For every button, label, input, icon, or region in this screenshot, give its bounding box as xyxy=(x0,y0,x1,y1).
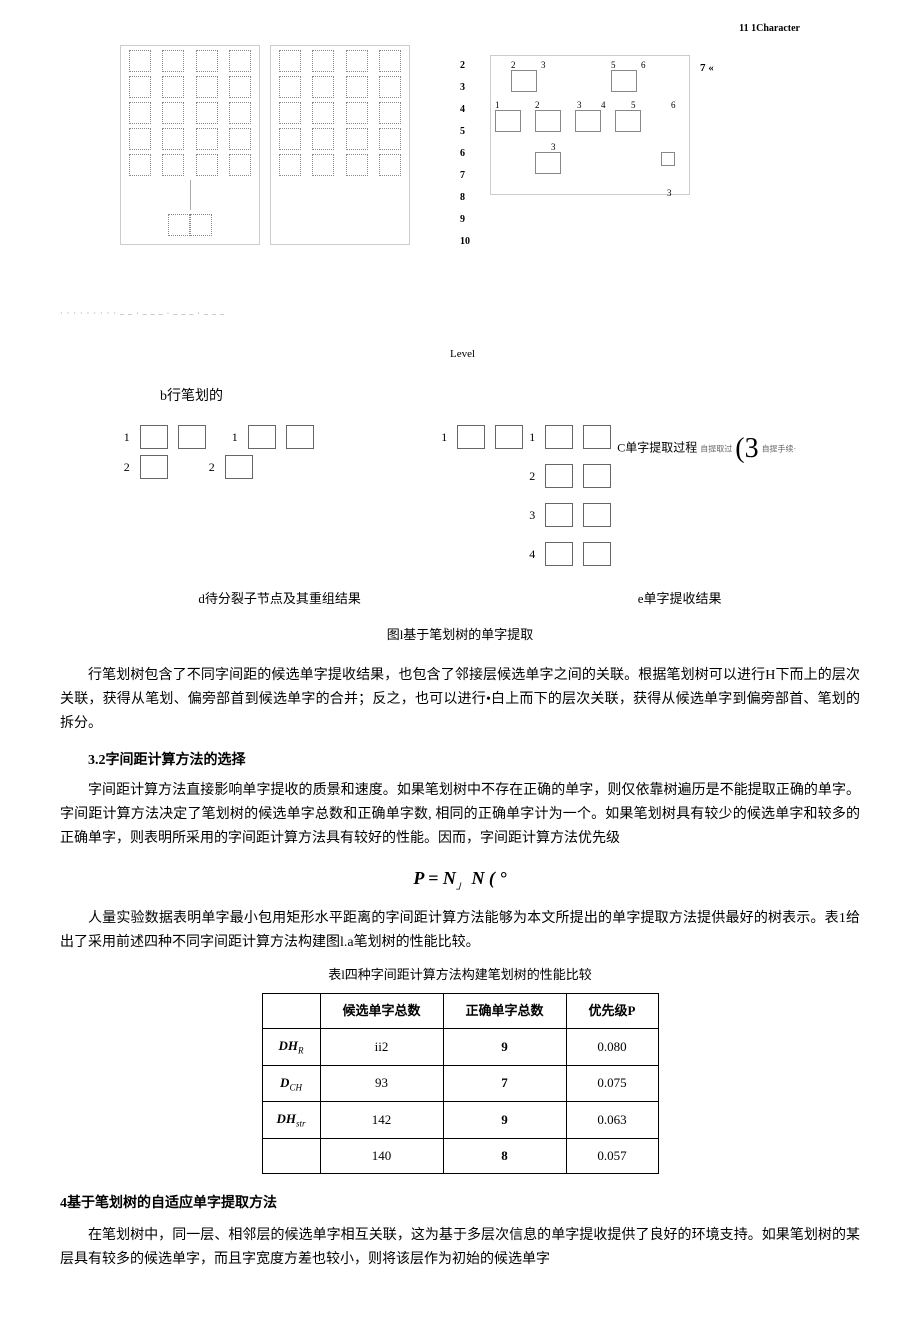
subfig-d-label: d待分裂子节点及其重组结果 xyxy=(198,588,361,610)
section-4-head: 4基于笔划树的自适应单字提取方法 xyxy=(60,1192,860,1216)
subfig-c: 1 1 2 3 4 C单字提取过程 自提取过 (3 自提手续· xyxy=(441,419,796,572)
figure-1-caption: 图l基于笔划树的单字提取 xyxy=(60,624,860,646)
figure-1-area: 2 3 4 5 6 7 8 9 10 Level 2 3 5 6 1 2 3 4… xyxy=(60,45,860,385)
big-paren-icon: ( xyxy=(735,425,744,473)
table-row: DHstr 142 9 0.063 xyxy=(262,1102,658,1139)
section-3-2-head: 3.2字间距计算方法的选择 xyxy=(60,749,860,773)
para-2: 字间距计算方法直接影响单字提收的质景和速度。如果笔划树中不存在正确的单字，则仅依… xyxy=(60,779,860,850)
table-1-caption: 表l四种字间距计算方法构建笔划树的性能比较 xyxy=(60,964,860,986)
table-row: DCH 93 7 0.075 xyxy=(262,1065,658,1102)
header-label: 11 1Character xyxy=(60,20,860,37)
para-1: 行笔划树包含了不同字间距的候选单字提收结果，也包含了邻接层候选单字之间的关联。根… xyxy=(60,664,860,735)
subfig-b-label: b行笔划的 xyxy=(160,385,860,409)
subfig-b: 1 1 2 2 xyxy=(124,419,314,485)
subfig-e-label: e单字提收结果 xyxy=(638,588,722,610)
marker-row: · · · · · · · · · – – · – – – · – – – · … xyxy=(60,307,225,321)
seven-mark: 7 « xyxy=(700,59,714,78)
subfig-caption-row: d待分裂子节点及其重组结果 e单字提收结果 xyxy=(60,588,860,610)
table-1: 候选单字总数 正确单字总数 优先级P DHR ii2 9 0.080 DCH 9… xyxy=(262,993,659,1175)
subfig-row-bc: b行笔划的 1 1 2 2 1 1 2 3 4 xyxy=(60,385,860,572)
level-label: Level xyxy=(450,345,475,364)
para-4: 在笔划树中，同一层、相邻层的候选单字相互关联，这为基于多层次信息的单字提收提供了… xyxy=(60,1224,860,1272)
big-3-glyph: 3 xyxy=(745,425,759,473)
fig-panel-a-mid xyxy=(270,45,410,245)
table-row: DHR ii2 9 0.080 xyxy=(262,1028,658,1065)
para-3: 人量实验数据表明单字最小包用矩形水平距离的字间距计算方法能够为本文所提出的单字提… xyxy=(60,907,860,955)
fig-panel-c-tree: 2 3 5 6 1 2 3 4 5 6 3 3 xyxy=(490,55,690,195)
fig-panel-a-left xyxy=(120,45,260,245)
table-row: 140 8 0.057 xyxy=(262,1139,658,1174)
formula-priority: P = N」 N ( ° xyxy=(60,863,860,895)
subfig-c-label: C单字提取过程 xyxy=(617,440,697,454)
table-header-row: 候选单字总数 正确单字总数 优先级P xyxy=(262,993,658,1028)
level-numbers: 2 3 4 5 6 7 8 9 10 xyxy=(460,55,470,253)
